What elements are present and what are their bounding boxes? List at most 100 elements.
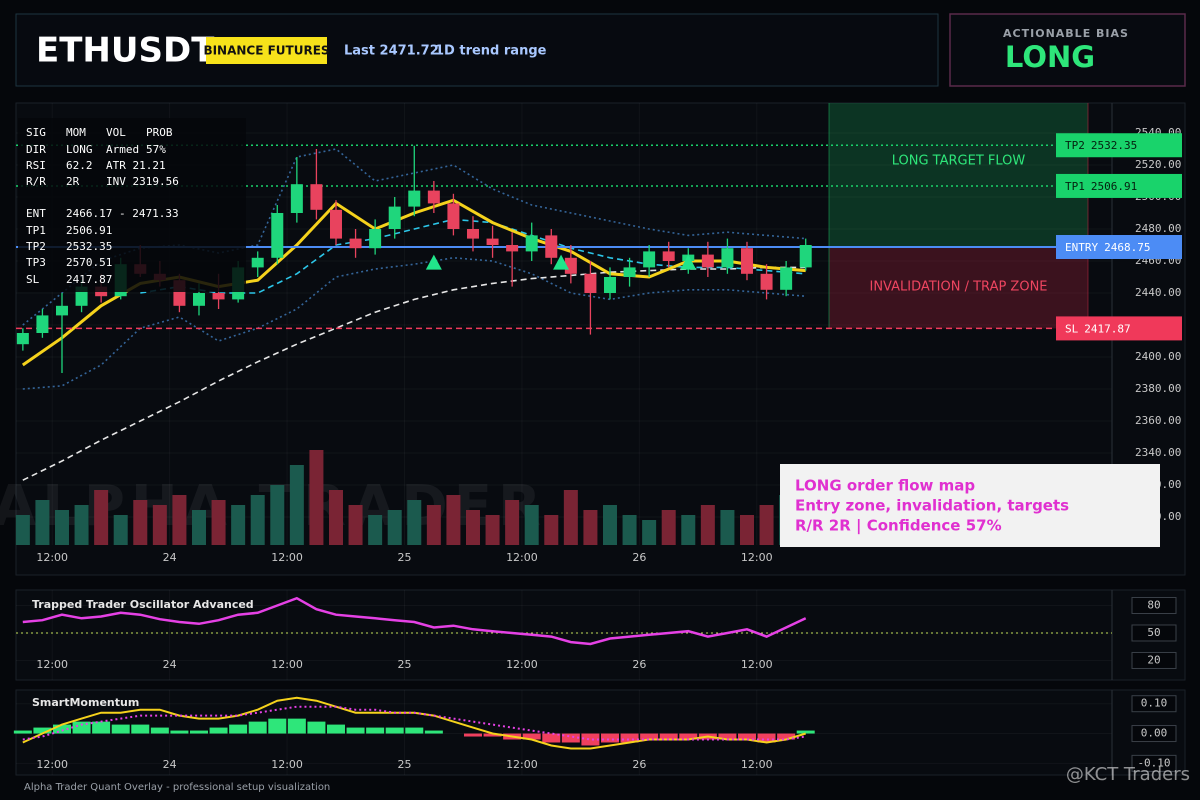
y-tick-box [1131, 596, 1177, 614]
candle-body [584, 273, 597, 293]
momentum-bar [170, 730, 189, 734]
annotation-line: LONG order flow map [795, 477, 975, 495]
volume-bar [602, 505, 617, 545]
volume-bar [759, 505, 774, 545]
volume-bar [250, 495, 265, 545]
y-tick-box [1131, 695, 1177, 713]
momentum-bar [189, 730, 208, 734]
volume-bar [328, 490, 343, 545]
candle-body [36, 315, 49, 333]
info-cell: 2466.17 - 2471.33 [66, 207, 179, 220]
volume-bar [270, 485, 285, 545]
candle-body [212, 293, 225, 300]
symbol: ETHUSDT [36, 31, 215, 71]
y-tick-box [1131, 725, 1177, 743]
level-value: 2468.75 [1104, 241, 1150, 254]
momentum-bar [463, 733, 482, 737]
zone-label: LONG TARGET FLOW [892, 154, 1026, 169]
info-cell: R/R [26, 175, 46, 188]
volume-bar [407, 500, 422, 545]
momentum-bar [33, 727, 52, 734]
volume-bar [94, 490, 109, 545]
volume-bar [720, 510, 735, 545]
volume-bar [465, 510, 480, 545]
momentum-line [22, 705, 806, 741]
candle-body [251, 257, 264, 268]
annotation-box [780, 464, 1160, 547]
volume-bar [54, 510, 69, 545]
info-cell: TP3 [26, 256, 46, 269]
plots: 12:002412:002512:002612:002300.002320.00… [13, 103, 1182, 775]
annotation-line: R/R 2R | Confidence 57% [795, 517, 1002, 536]
candle-body [369, 229, 382, 249]
overlay: SIG MOM VOL PROB DIR LONG Armed 57% RSI 62.2 ATR 2… [18, 118, 1160, 547]
candle-body [603, 277, 616, 293]
oscillator-line [22, 596, 807, 646]
momentum-bar [581, 733, 600, 746]
volume-bar [348, 505, 363, 545]
volume-bar [661, 510, 676, 545]
y-tick-label: 2380.00 [1135, 382, 1181, 395]
momentum-bar [522, 733, 541, 740]
candle-body [447, 203, 460, 229]
candle-body [290, 184, 303, 213]
x-tick-label: 12:00 [741, 551, 773, 564]
volume-bar [700, 505, 715, 545]
volume-bar [505, 500, 520, 545]
volume-bar [739, 515, 754, 545]
y-tick-box [1131, 651, 1177, 669]
momentum-bar [52, 724, 71, 734]
volume-bar [35, 500, 50, 545]
x-tick-label: 24 [163, 758, 177, 771]
signal-marker [425, 254, 442, 270]
info-cell: INV 2319.56 [106, 175, 179, 188]
candle-body [310, 184, 323, 210]
momentum-bar [268, 718, 287, 734]
volume-bar [113, 515, 128, 545]
x-tick-label: 12:00 [271, 551, 303, 564]
x-tick-label: 12:00 [741, 658, 773, 671]
panel-title: Trapped Trader Oscillator Advanced [32, 598, 254, 611]
x-tick-label: 26 [632, 658, 646, 671]
info-cell: 2506.91 [66, 224, 112, 237]
level-label: TP2 2532.35 [1065, 139, 1137, 152]
volume-bar [563, 490, 578, 545]
info-cell: DIR [26, 143, 46, 156]
y-tick-label: 20 [1147, 653, 1160, 666]
volume-bar [524, 505, 539, 545]
info-cell: TP1 [26, 224, 46, 237]
y-tick-label: 2360.00 [1135, 414, 1181, 427]
momentum-bar [561, 733, 580, 743]
volume-bar [583, 510, 598, 545]
y-tick-box [1131, 754, 1177, 772]
y-tick-label: 80 [1147, 598, 1160, 611]
info-cell: ENT [26, 207, 46, 220]
x-tick-label: 12:00 [506, 758, 538, 771]
level-label: SL 2417.87 [1065, 322, 1131, 335]
candle-body [780, 267, 793, 290]
momentum-bar [718, 733, 737, 740]
candle-body [55, 305, 68, 316]
x-tick-label: 24 [163, 551, 177, 564]
volume-bar [191, 510, 206, 545]
candle-body [16, 333, 29, 345]
candle-body [349, 238, 362, 249]
momentum-bar [600, 733, 619, 743]
candle-body [329, 209, 342, 239]
volume-bar [152, 505, 167, 545]
info-cell: 57% [146, 143, 166, 156]
volume-bar [74, 505, 89, 545]
footer: Alpha Trader Quant Overlay - professiona… [24, 782, 330, 793]
candle-body [623, 267, 636, 277]
y-tick-label: 2400.00 [1135, 350, 1181, 363]
credit: @KCT Traders [1066, 764, 1190, 785]
y-tick-label: 2440.00 [1135, 286, 1181, 299]
momentum-bar [777, 733, 796, 740]
y-tick-label: 2340.00 [1135, 446, 1181, 459]
level-name: SL [1065, 322, 1079, 335]
momentum-bar [13, 730, 32, 734]
x-tick-label: 12:00 [271, 658, 303, 671]
bias-panel [949, 13, 1186, 87]
volume-bar [642, 520, 657, 545]
volume-bar [368, 515, 383, 545]
